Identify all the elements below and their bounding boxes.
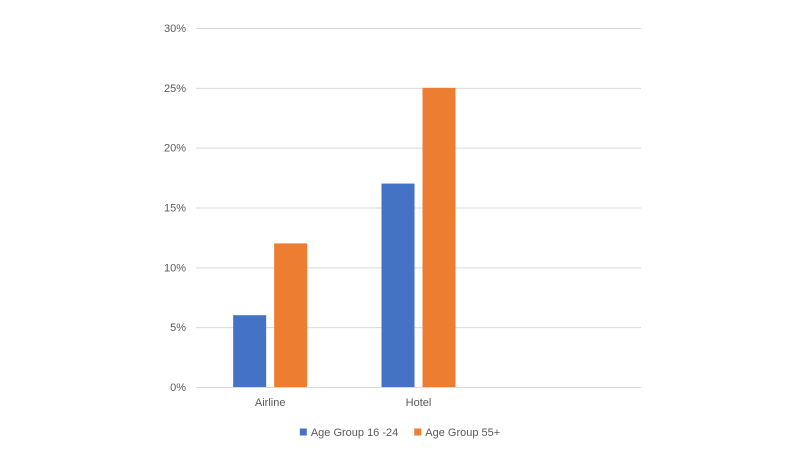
bar-hotel-series-1 bbox=[422, 87, 456, 387]
y-tick-label: 0% bbox=[170, 382, 186, 394]
y-tick-label: 5% bbox=[170, 322, 186, 334]
legend-swatch-series-1 bbox=[414, 428, 422, 436]
legend: Age Group 16 -24 Age Group 55+ bbox=[299, 427, 500, 439]
gridlines bbox=[196, 28, 641, 388]
legend-swatch-series-0 bbox=[299, 428, 307, 436]
bars bbox=[233, 87, 456, 387]
y-tick-label: 30% bbox=[164, 23, 186, 35]
x-category-label: Hotel bbox=[406, 397, 432, 409]
x-axis-category-labels: Airline Hotel bbox=[255, 397, 431, 409]
legend-label: Age Group 55+ bbox=[425, 427, 500, 439]
y-tick-label: 20% bbox=[164, 143, 186, 155]
x-category-label: Airline bbox=[255, 397, 286, 409]
y-tick-label: 10% bbox=[164, 262, 186, 274]
y-tick-label: 25% bbox=[164, 83, 186, 95]
y-tick-label: 15% bbox=[164, 203, 186, 215]
bar-airline-series-0 bbox=[233, 315, 267, 387]
legend-label: Age Group 16 -24 bbox=[311, 427, 398, 439]
y-axis-tick-labels: 0% 5% 10% 15% 20% 25% 30% bbox=[164, 23, 186, 394]
bar-airline-series-1 bbox=[274, 243, 308, 387]
bar-hotel-series-0 bbox=[381, 183, 415, 387]
